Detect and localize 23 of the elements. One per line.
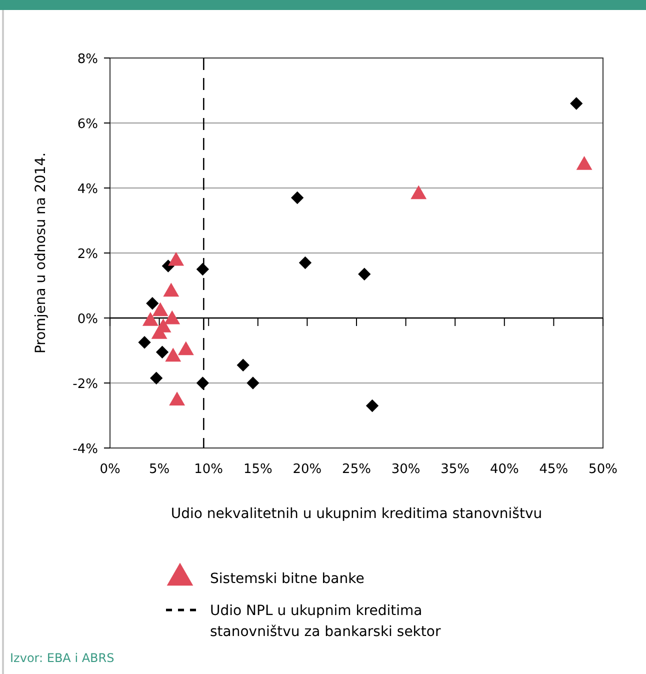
y-tick-label: 4% [77,182,98,197]
y-tick-label: 2% [77,247,98,262]
x-axis-title: Udio nekvalitetnih u ukupnim kreditima stanovništvu [170,506,542,522]
y-tick-label: -2% [72,377,98,392]
x-tick-label: 15% [243,462,272,477]
x-tick-label: 25% [342,462,371,477]
y-tick-label: 8% [77,52,98,67]
legend-label: Udio NPL u ukupnim kreditima stanovništvu za bankarski sektor [210,603,441,640]
x-tick-label: 0% [100,462,120,477]
x-tick-label: 40% [490,462,519,477]
legend-label: Sistemski bitne banke [210,571,364,587]
y-tick-label: -4% [72,442,98,457]
x-tick-label: 35% [440,462,470,477]
x-tick-label: 5% [148,462,170,477]
x-tick-label: 45% [539,462,568,477]
y-tick-label: 6% [77,117,98,132]
y-axis-title: Promjena u odnosu na 2014. [33,152,49,354]
text: Izvor: EBA i ABRS [10,651,114,665]
y-tick-label: 0% [77,312,98,327]
x-tick-label: 50% [588,462,618,477]
x-tick-label: 30% [391,462,420,477]
x-tick-label: 20% [292,462,322,477]
x-tick-label: 10% [194,462,224,477]
